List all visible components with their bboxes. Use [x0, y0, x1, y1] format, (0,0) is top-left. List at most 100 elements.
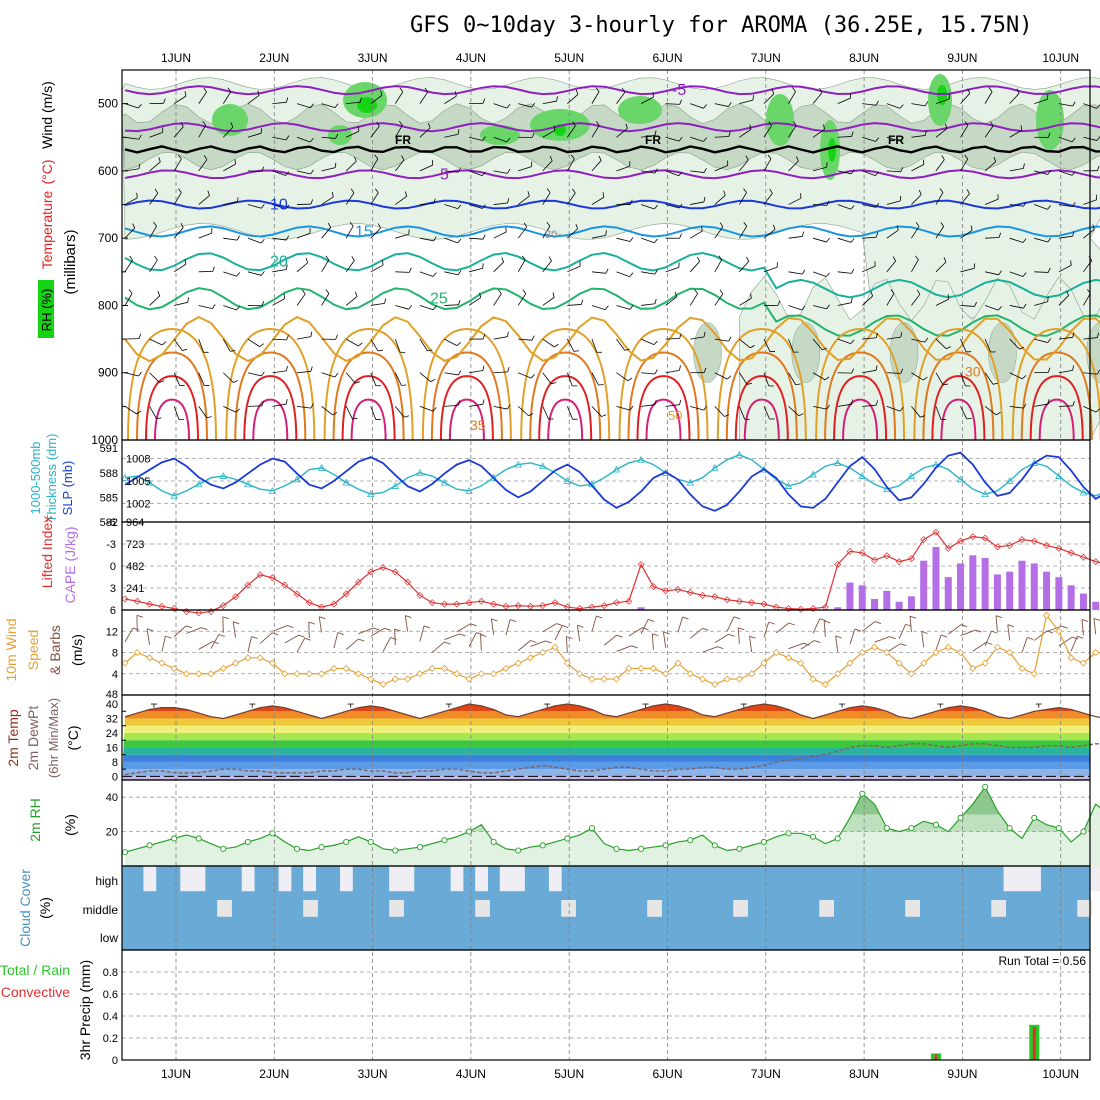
wind10m-barb-flag — [909, 615, 917, 619]
wind-barb — [493, 136, 507, 143]
rh2m-marker — [785, 830, 792, 837]
rh2m-marker — [613, 845, 620, 852]
wind10m-barb — [775, 622, 790, 634]
wind10m-marker — [354, 670, 363, 678]
cloud-high-clear — [499, 866, 513, 892]
lifted-index-marker — [502, 602, 510, 610]
cloud-mid-clear — [647, 900, 662, 917]
wind-barb-flag — [187, 297, 189, 303]
wind-barb-flag — [575, 223, 579, 229]
wind-barb-flag — [703, 405, 708, 411]
wind-barb — [665, 170, 679, 177]
wind-barb-flag — [399, 121, 403, 126]
wind10m-marker — [121, 659, 129, 667]
lifted-index-marker — [367, 568, 375, 576]
wind-barb-flag — [1019, 346, 1025, 350]
wind-barb-flag — [850, 238, 855, 243]
wind-barb-flag — [458, 299, 461, 305]
wind-barb-flag — [792, 121, 797, 126]
wind-barb-flag — [553, 125, 556, 131]
lifted-index-marker — [969, 533, 977, 541]
freezing-label: FR — [888, 133, 904, 147]
wind-barb — [1009, 271, 1024, 277]
wind-barb — [395, 406, 405, 418]
wind-barb — [345, 296, 358, 306]
wind-barb — [223, 271, 237, 277]
wind-barb — [518, 372, 532, 379]
wind-barb-flag — [624, 348, 630, 351]
wind-barb-flag — [703, 137, 708, 142]
wind10m-marker — [944, 643, 952, 651]
wind-barb-flag — [964, 154, 969, 160]
wind-barb-flag — [458, 400, 461, 406]
rh2m-marker — [1055, 825, 1062, 832]
wind-barb — [935, 338, 947, 350]
wind10m-barb — [689, 627, 703, 639]
wind-barb-flag — [261, 203, 265, 209]
wind-barb-flag — [424, 87, 429, 93]
wind10m-marker — [256, 654, 264, 662]
wind10m-barb — [628, 627, 643, 637]
wind10m-barb-flag — [749, 635, 756, 639]
wind10m-barb-flag — [702, 627, 709, 631]
rh2m-marker — [982, 783, 989, 790]
rh2m-marker — [662, 842, 669, 849]
wind-barb-flag — [826, 162, 828, 168]
wind10m-marker — [772, 648, 780, 657]
wind-barb — [788, 160, 799, 172]
wind10m-barb — [554, 625, 563, 641]
cloud-mid-clear — [561, 900, 576, 917]
wind-barb — [469, 237, 484, 240]
wind-barb-flag — [506, 103, 511, 109]
wind-barb — [862, 103, 877, 106]
wind-barb-flag — [1022, 238, 1027, 243]
wind-barb — [812, 92, 823, 104]
cloud-high-clear — [512, 866, 525, 892]
thickness-marker — [293, 475, 301, 483]
wind10m-barb — [651, 633, 654, 650]
cape-bar — [1030, 563, 1038, 610]
wind10m-marker — [1006, 648, 1014, 657]
wind-barb — [493, 371, 508, 374]
wind-barb-flag — [482, 334, 486, 340]
wind10m-marker — [600, 675, 608, 683]
wind-barb-flag — [1047, 237, 1052, 243]
wind-barb — [296, 232, 311, 239]
thickness-marker — [514, 460, 522, 468]
temp2m-line — [124, 703, 1100, 720]
wind-barb — [763, 406, 771, 420]
wind-barb — [419, 338, 428, 352]
wind-barb — [394, 338, 401, 353]
wind10m-marker — [551, 643, 559, 651]
wind-barb — [149, 406, 157, 419]
cloud-high-clear — [303, 866, 316, 892]
wind-barb — [517, 293, 527, 306]
wind-barb — [272, 370, 287, 374]
wind-barb — [370, 125, 380, 138]
thickness-marker — [637, 455, 645, 463]
rh-axis-label: RH (%) — [39, 289, 54, 332]
wind10m-barb-flag — [788, 622, 795, 626]
wind-barb — [1009, 305, 1024, 309]
rh2m-axis-label: 2m RH — [27, 798, 43, 842]
wind-barb — [616, 372, 629, 382]
pressure-tick-label: 800 — [98, 298, 118, 312]
lifted-index-marker — [613, 599, 620, 607]
wind-barb — [468, 297, 481, 306]
thickness-marker — [1055, 472, 1063, 479]
wind-barb-flag — [943, 257, 947, 263]
wind-barb — [886, 336, 901, 340]
rh-tick-label: 20 — [106, 827, 118, 839]
wind-barb-flag — [995, 412, 1001, 416]
wind10m-barb-flag — [835, 635, 842, 639]
wind-barb — [1009, 167, 1024, 172]
wind-barb-flag — [482, 263, 484, 269]
lifted-index-marker — [428, 599, 436, 607]
wind10m-barb-flag — [1093, 618, 1100, 621]
wind-barb-flag — [482, 98, 486, 104]
wind-barb-flag — [825, 272, 830, 277]
wind-barb — [198, 159, 208, 172]
wind-barb-flag — [703, 104, 707, 109]
day-label-bottom: 1JUN — [161, 1067, 191, 1081]
warm-arch-contour — [1038, 398, 1075, 441]
